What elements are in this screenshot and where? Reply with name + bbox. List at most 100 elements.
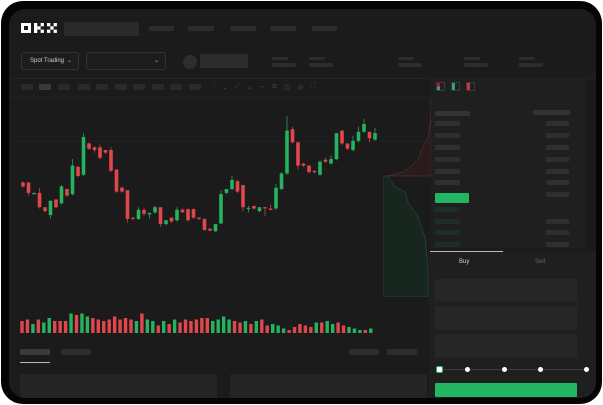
volume-bar [85, 316, 90, 333]
bid-price [435, 242, 460, 247]
candle-body [285, 130, 289, 174]
timeframe-button[interactable] [39, 84, 51, 90]
timeframe-toolbar [21, 84, 211, 92]
line-icon[interactable]: ∼ [259, 84, 266, 91]
price-input[interactable] [435, 279, 577, 301]
chevron-down-icon[interactable]: ⌄ [246, 84, 253, 91]
volume-bar [25, 319, 30, 333]
stat-value [519, 63, 543, 67]
ruler-icon[interactable]: ⧄ [272, 83, 277, 90]
slider-handle[interactable] [436, 366, 443, 373]
volume-bar [118, 319, 122, 333]
volume-bar [123, 318, 128, 333]
bid-depth-area [383, 175, 429, 297]
volume-bar [102, 321, 106, 333]
timeframe-button[interactable] [133, 84, 145, 90]
volume-bar [53, 321, 57, 333]
slider-mark-25[interactable] [465, 367, 470, 372]
orderbook-bids-icon[interactable] [451, 82, 460, 91]
ask-price [435, 121, 460, 126]
volume-bar [42, 322, 46, 333]
stat-label [272, 57, 288, 60]
tab-order-history[interactable] [61, 349, 91, 355]
nav-item[interactable] [230, 26, 256, 31]
tab-open-orders[interactable] [20, 349, 50, 355]
chevron-down-icon: ⌄ [66, 58, 72, 64]
timeframe-button[interactable] [115, 84, 127, 90]
candle-body [373, 133, 377, 140]
slider-track [439, 369, 589, 370]
settings-icon[interactable]: ◎ [297, 84, 304, 91]
total-input[interactable] [435, 334, 577, 358]
candle-body [81, 137, 86, 175]
stat-value [464, 63, 488, 67]
slider-mark-75[interactable] [538, 367, 543, 372]
divider [9, 78, 596, 79]
candlestick-chart[interactable] [9, 97, 429, 337]
orderbook-asks-icon[interactable] [466, 82, 475, 91]
timeframe-button[interactable] [78, 84, 90, 90]
filter-button[interactable] [349, 349, 379, 355]
candle-body [307, 165, 311, 173]
ask-amount [546, 133, 569, 138]
volume-bar [281, 328, 286, 333]
volume-bar [325, 321, 329, 333]
timeframe-button[interactable] [21, 84, 33, 90]
coin-icon [183, 55, 197, 69]
camera-icon[interactable]: ◫ [283, 84, 291, 91]
nav-item[interactable] [149, 26, 174, 31]
amount-slider[interactable] [436, 366, 589, 373]
candle-body [32, 192, 36, 195]
timeframe-button[interactable] [189, 84, 201, 90]
fullscreen-icon[interactable]: ⛶ [310, 83, 316, 90]
timeframe-button[interactable] [170, 84, 182, 90]
volume-bar [276, 325, 280, 333]
candle-body [125, 190, 130, 219]
timeframe-button[interactable] [96, 84, 108, 90]
nav-item[interactable] [188, 26, 214, 31]
search-box[interactable] [64, 22, 139, 36]
volume-bar [336, 322, 340, 333]
volume-bar [107, 319, 111, 333]
candle-body [186, 209, 190, 221]
stat-value [398, 63, 422, 67]
volume-bar [172, 319, 177, 333]
volume-bar [20, 321, 24, 333]
market-type-dropdown[interactable]: Spot Trading ⌄ [21, 52, 79, 70]
filter-button[interactable] [387, 349, 417, 355]
candle-body [235, 181, 240, 192]
okx-logo[interactable] [21, 22, 58, 34]
buy-tab[interactable]: Buy [459, 259, 470, 265]
ask-price [435, 180, 460, 185]
buy-button[interactable] [435, 383, 577, 397]
candle-body [103, 150, 108, 153]
timeframe-button[interactable] [152, 84, 164, 90]
volume-bar [254, 321, 259, 333]
candle-body [208, 228, 212, 231]
candle-body [362, 124, 366, 132]
ask-price [435, 169, 460, 174]
ask-price [435, 157, 460, 162]
nav-item[interactable] [312, 26, 337, 31]
timeframe-button[interactable] [58, 84, 70, 90]
orders-panel [20, 374, 217, 398]
orderbook-both-icon[interactable] [436, 82, 445, 91]
slider-mark-50[interactable] [502, 367, 507, 372]
draw-icon[interactable]: ⟋ [234, 83, 240, 90]
candle-body [296, 142, 300, 166]
sell-tab[interactable]: Sell [535, 259, 546, 265]
ask-price [435, 145, 460, 150]
indicator-icon[interactable]: ⫶ [213, 83, 215, 90]
candle-body [241, 185, 245, 208]
order-book [431, 78, 585, 248]
amount-input[interactable] [435, 306, 577, 330]
volume-bar [216, 319, 220, 333]
candle-body [37, 192, 42, 208]
pair-dropdown[interactable]: ⌄ [86, 52, 166, 70]
nav-item[interactable] [270, 26, 296, 31]
chevron-down-icon[interactable]: ⌄ [221, 84, 228, 91]
slider-mark-100[interactable] [584, 367, 589, 372]
volume-bar [129, 319, 133, 333]
candle-body [98, 147, 102, 158]
ask-amount [546, 169, 569, 174]
